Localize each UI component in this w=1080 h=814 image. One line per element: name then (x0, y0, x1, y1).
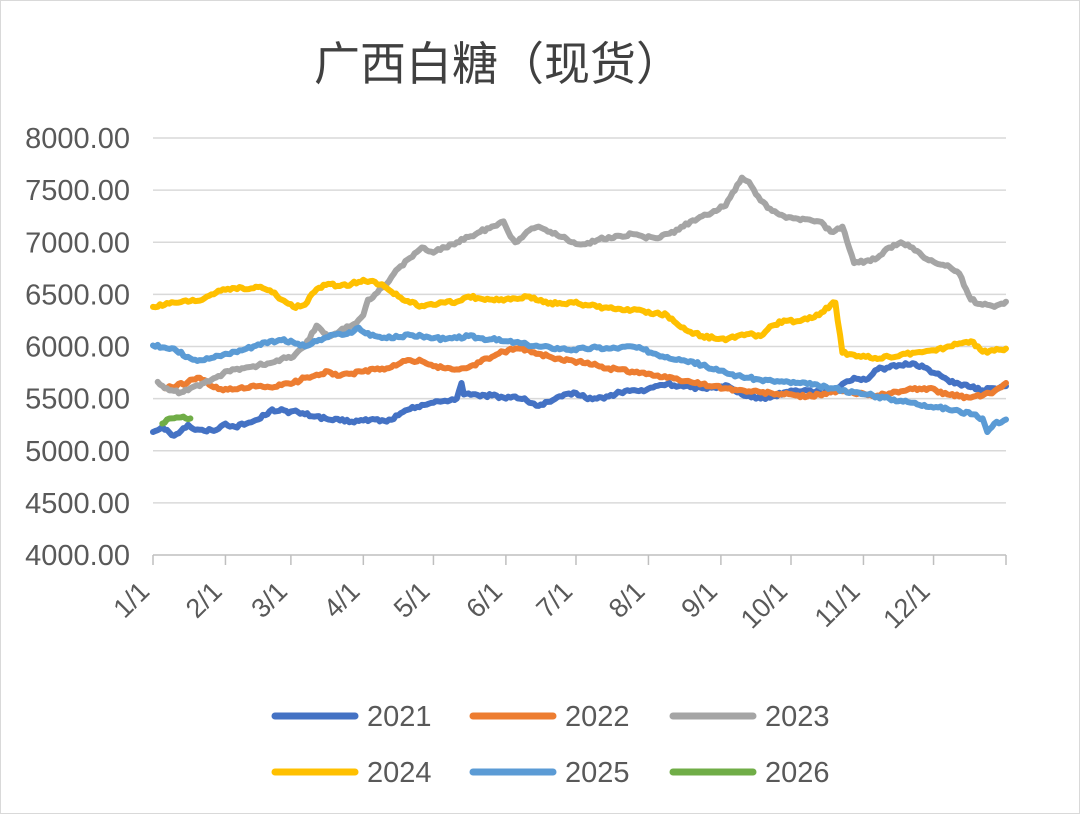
series-line-2025 (150, 324, 1009, 435)
x-tick-label: 6/1 (460, 576, 508, 624)
grid (153, 137, 1006, 504)
legend-item-2021: 2021 (271, 701, 432, 733)
y-tick-label: 4500.00 (25, 488, 130, 520)
legend: 2021 2022 2023 2024 2025 2026 (271, 701, 830, 789)
legend-label: 2022 (565, 701, 630, 733)
legend-label: 2021 (367, 701, 432, 733)
legend-label: 2026 (765, 757, 830, 789)
x-tick-label: 8/1 (603, 576, 651, 624)
x-tick-label: 4/1 (318, 576, 366, 624)
y-tick-label: 7500.00 (25, 175, 130, 207)
legend-item-2022: 2022 (469, 701, 630, 733)
y-axis-ticks: 4000.00 4500.00 5000.00 5500.00 6000.00 6500.… (25, 123, 130, 572)
y-tick-label: 6000.00 (25, 332, 130, 364)
legend-item-2023: 2023 (669, 701, 830, 733)
x-tick-label: 12/1 (877, 576, 935, 634)
x-tick-label: 1/1 (107, 576, 155, 624)
legend-label: 2024 (367, 757, 432, 789)
plot-area (150, 174, 1009, 439)
series-line-2026 (159, 413, 194, 427)
legend-item-2026: 2026 (669, 757, 830, 789)
legend-item-2024: 2024 (271, 757, 432, 789)
legend-label: 2025 (565, 757, 630, 789)
series-line-2024 (150, 276, 1009, 362)
x-axis: 1/1 2/1 3/1 4/1 5/1 6/1 7/1 8/1 9/1 10/1 11/1 12/1 (107, 554, 1007, 634)
x-tick-label: 9/1 (675, 576, 723, 624)
y-tick-label: 8000.00 (25, 123, 130, 155)
legend-item-2025: 2025 (469, 757, 630, 789)
series-line-2021 (150, 360, 1009, 439)
x-tick-label: 5/1 (388, 576, 436, 624)
chart-title: 广西白糖（现货） (314, 37, 682, 91)
legend-label: 2023 (765, 701, 830, 733)
y-tick-label: 7000.00 (25, 227, 130, 259)
series-line-2023 (154, 174, 1009, 397)
x-tick-label: 2/1 (180, 576, 228, 624)
y-tick-label: 5000.00 (25, 436, 130, 468)
x-tick-label: 11/1 (809, 576, 866, 633)
y-tick-label: 6500.00 (25, 279, 130, 311)
y-tick-label: 5500.00 (25, 384, 130, 416)
y-tick-label: 4000.00 (25, 540, 130, 572)
x-tick-label: 7/1 (530, 576, 578, 624)
x-tick-label: 3/1 (245, 576, 293, 624)
x-tick-label: 10/1 (735, 576, 793, 634)
